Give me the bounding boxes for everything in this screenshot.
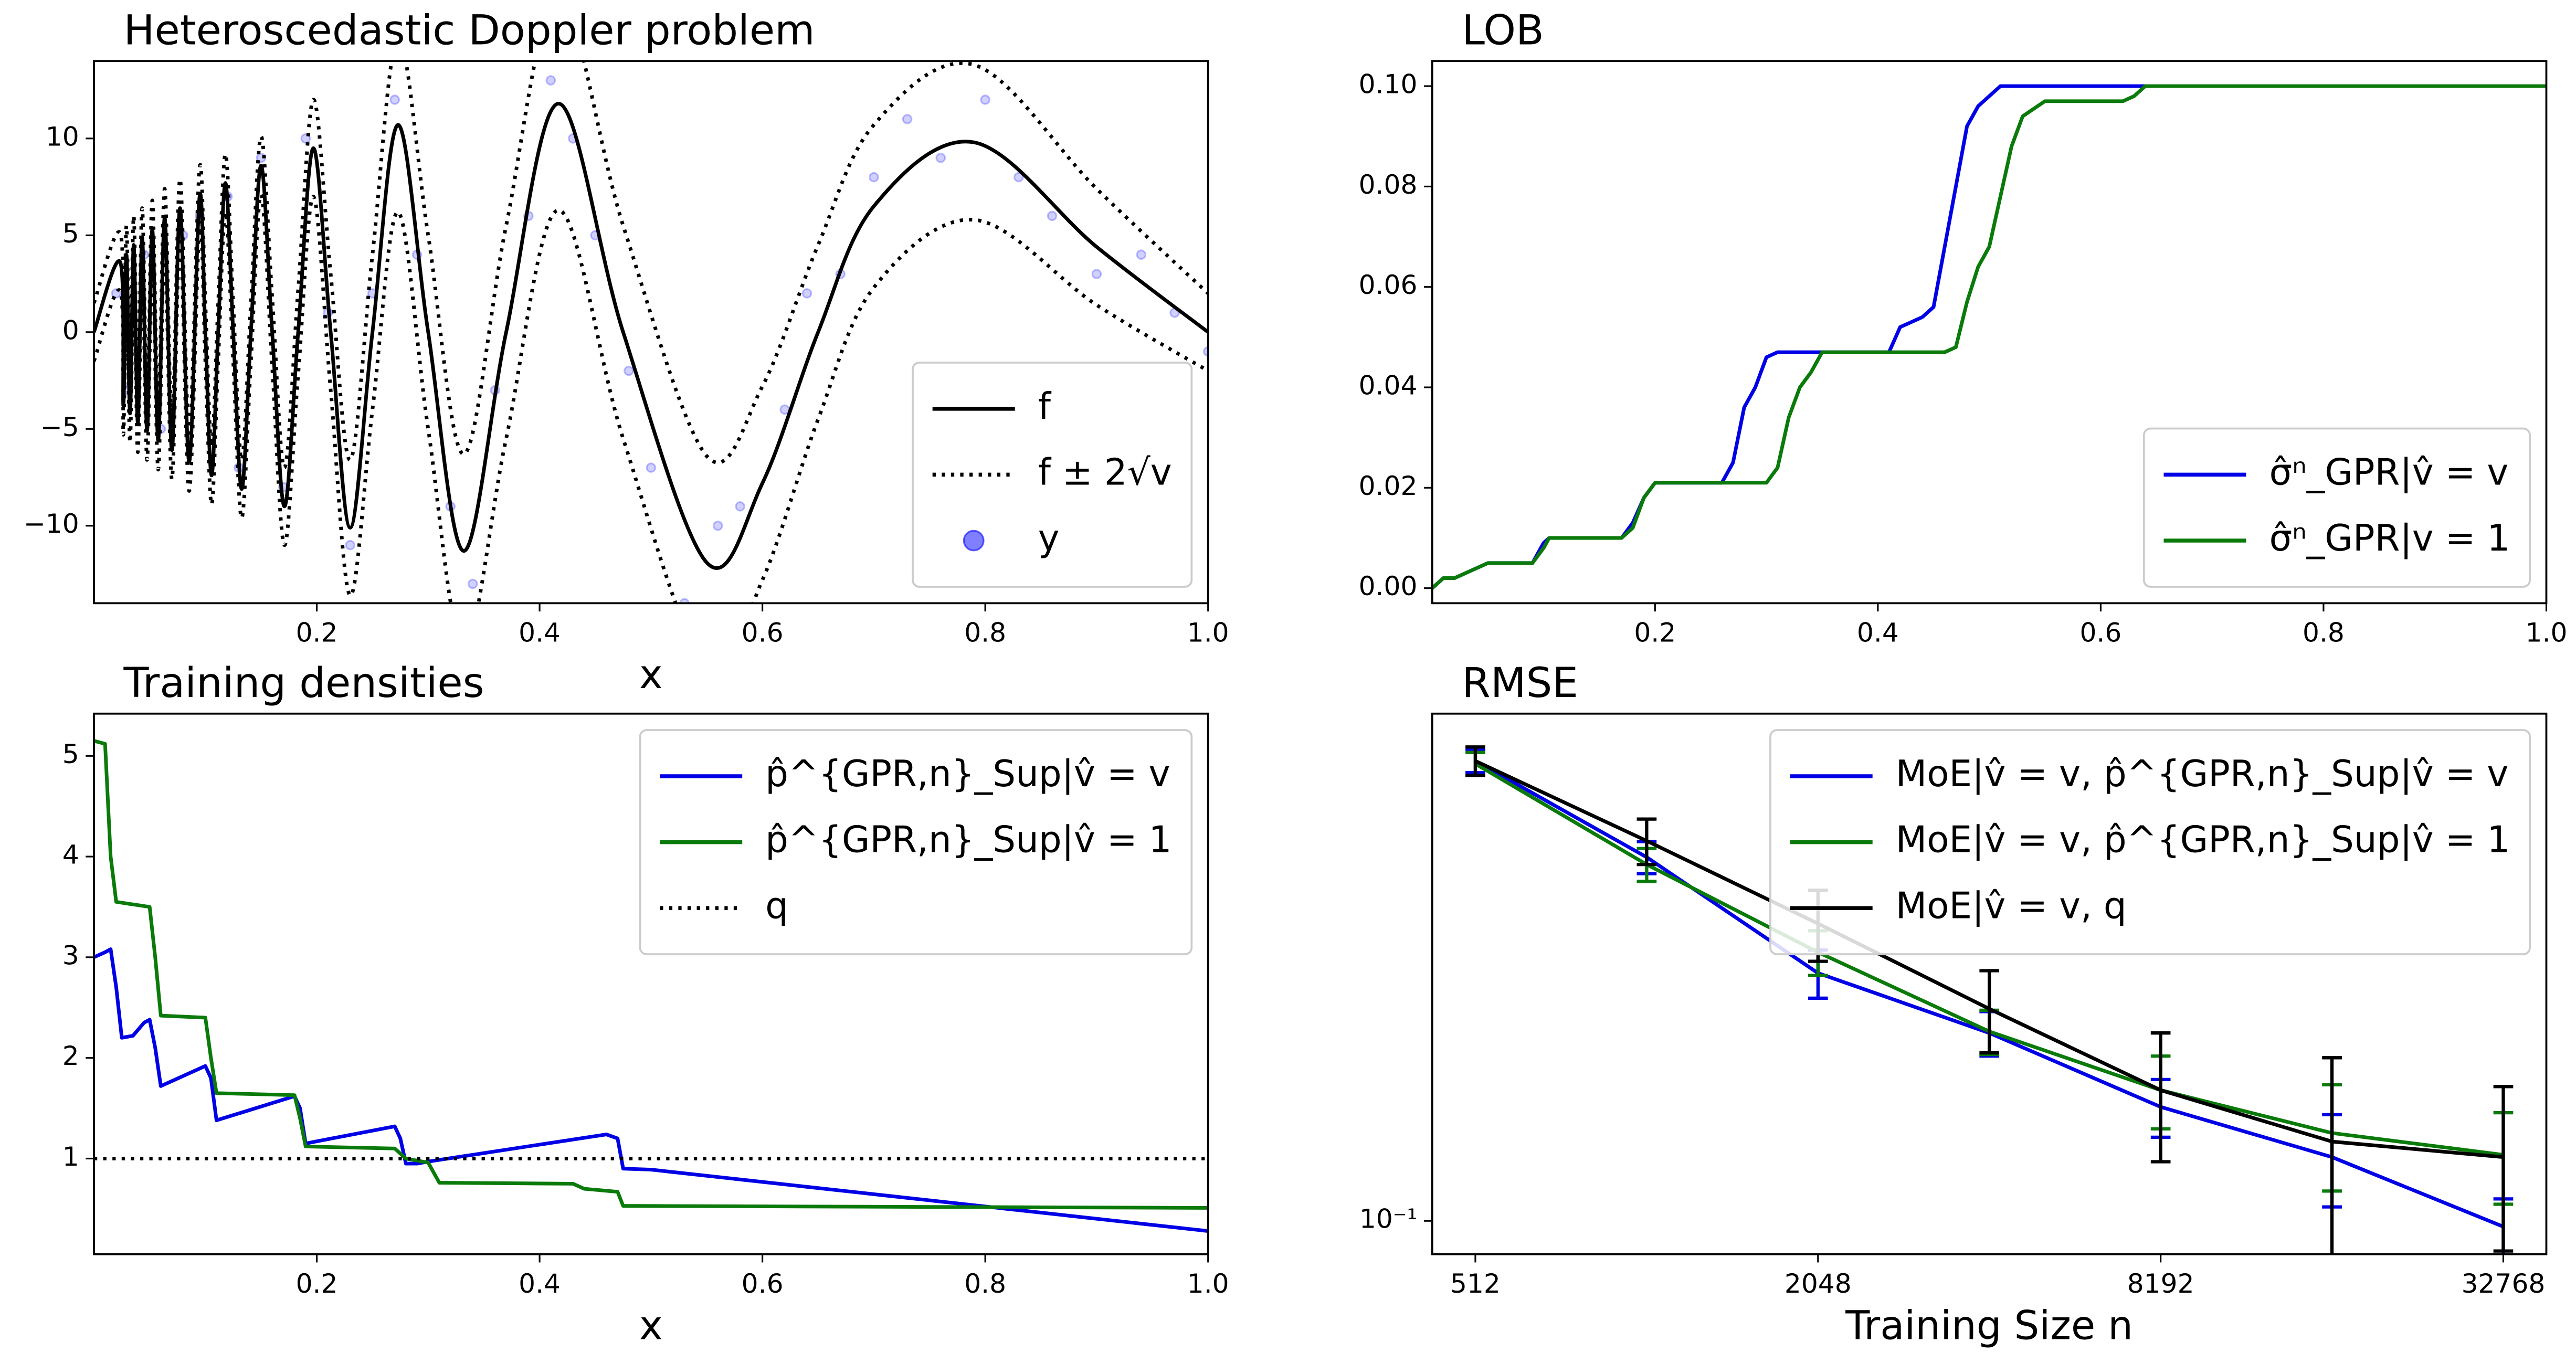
x-tick-label: 2048 — [1785, 1268, 1852, 1299]
y-tick-label: 1 — [62, 1141, 79, 1172]
x-tick-label: 8192 — [2127, 1268, 2194, 1299]
y-tick-label: 0.04 — [1359, 370, 1418, 401]
x-tick-label: 0.8 — [964, 1268, 1006, 1299]
legend-label: q — [765, 885, 788, 927]
x-tick-label: 512 — [1450, 1268, 1501, 1299]
legend-label: p̂^{GPR,n}_Sup|v̂ = 1 — [765, 819, 1171, 861]
scatter-point — [1047, 210, 1058, 221]
x-tick-label: 0.8 — [964, 617, 1006, 648]
legend-label: MoE|v̂ = v, q — [1896, 885, 2127, 927]
x-tick-label: 1.0 — [1187, 1268, 1229, 1299]
y-tick-label: 0.06 — [1359, 269, 1418, 300]
scatter-point — [1091, 269, 1102, 279]
legend-box — [2142, 427, 2531, 588]
y-tick-label: −10 — [24, 508, 79, 539]
axes-frame — [1431, 60, 2548, 605]
scatter-point — [1136, 249, 1147, 260]
scatter-point — [1013, 172, 1024, 183]
scatter-point — [935, 152, 946, 163]
x-tick-label: 0.6 — [2079, 617, 2121, 648]
chart-title: RMSE — [1462, 659, 1578, 707]
y-tick-label: 0.02 — [1359, 470, 1418, 501]
scatter-point — [646, 462, 657, 473]
series-line — [93, 947, 1208, 1233]
chart-title: LOB — [1462, 6, 1544, 54]
legend-marker — [963, 530, 985, 552]
y-tick-label: 10⁻¹ — [1359, 1203, 1418, 1234]
scatter-point — [300, 133, 311, 144]
chart-title: Training densities — [123, 659, 484, 707]
y-tick-label: 0 — [62, 314, 79, 345]
x-tick-label: 0.4 — [519, 617, 561, 648]
y-tick-label: 4 — [62, 839, 79, 870]
scatter-point — [467, 578, 478, 589]
y-tick-label: 5 — [62, 738, 79, 769]
series-line — [1432, 84, 2547, 590]
scatter-point — [801, 288, 812, 299]
scatter-point — [869, 172, 879, 183]
x-axis-label: x — [639, 1302, 663, 1348]
legend: MoE|v̂ = v, p̂^{GPR,n}_Sup|v̂ = v MoE|v̂ … — [1769, 729, 2531, 956]
x-tick-label: 0.4 — [1857, 617, 1899, 648]
legend-label: σ̂ⁿ_GPR|v = 1 — [2269, 517, 2510, 559]
scatter-point — [624, 365, 634, 376]
y-tick-label: 3 — [62, 939, 79, 970]
y-tick-label: 0.00 — [1359, 570, 1418, 601]
legend-label: MoE|v̂ = v, p̂^{GPR,n}_Sup|v̂ = v — [1896, 753, 2509, 795]
series-line — [93, 101, 1208, 570]
plot-layer — [93, 61, 1208, 604]
legend-box — [912, 362, 1193, 588]
series-line — [93, 739, 1208, 1210]
x-tick-label: 0.8 — [2303, 617, 2345, 648]
x-tick-label: 1.0 — [2526, 617, 2568, 648]
axes-frame — [93, 712, 1209, 1255]
legend-box — [1769, 729, 2531, 956]
x-tick-label: 1.0 — [1187, 617, 1229, 648]
legend-label: f ± 2√v — [1038, 451, 1172, 493]
y-tick-label: 0.10 — [1359, 69, 1418, 100]
legend-label: σ̂ⁿ_GPR|v̂ = v — [2269, 451, 2508, 493]
axes-frame — [93, 60, 1209, 605]
legend-label: y — [1038, 517, 1060, 559]
x-tick-label: 32768 — [2462, 1268, 2546, 1299]
y-tick-label: 2 — [62, 1040, 79, 1071]
x-tick-label: 0.4 — [519, 1268, 561, 1299]
scatter-point — [345, 540, 355, 551]
scatter-point — [735, 501, 745, 512]
plot-layer — [93, 739, 1208, 1233]
chart-title: Heteroscedastic Doppler problem — [124, 6, 815, 54]
scatter-point — [1202, 346, 1208, 357]
plot-layer — [1432, 84, 2547, 590]
y-tick-label: −5 — [40, 411, 79, 442]
legend-label: MoE|v̂ = v, p̂^{GPR,n}_Sup|v̂ = 1 — [1896, 819, 2510, 861]
axes-frame — [1431, 712, 2548, 1255]
scatter-point — [389, 94, 400, 105]
legend-label: f — [1038, 386, 1052, 428]
x-tick-label: 0.2 — [1634, 617, 1676, 648]
x-tick-label: 0.6 — [742, 1268, 784, 1299]
legend: f f ± 2√v y — [912, 362, 1193, 588]
scatter-point — [980, 94, 990, 105]
y-tick-label: 0.08 — [1359, 169, 1418, 200]
scatter-point — [712, 521, 723, 531]
legend-box — [639, 729, 1193, 956]
legend-label: p̂^{GPR,n}_Sup|v̂ = v — [765, 753, 1170, 795]
plot-layer — [1465, 745, 2514, 1254]
scatter-point — [545, 75, 556, 86]
scatter-point — [902, 114, 913, 124]
x-tick-label: 0.2 — [296, 617, 338, 648]
x-axis-label: Training Size n — [1845, 1302, 2133, 1348]
x-tick-label: 0.6 — [742, 617, 784, 648]
band-upper — [93, 61, 1208, 470]
y-tick-label: 10 — [46, 121, 79, 152]
x-tick-label: 0.2 — [296, 1268, 338, 1299]
legend: p̂^{GPR,n}_Sup|v̂ = v p̂^{GPR,n}_Sup|v̂ =… — [639, 729, 1193, 956]
y-tick-label: 5 — [62, 218, 79, 249]
legend: σ̂ⁿ_GPR|v̂ = v σ̂ⁿ_GPR|v = 1 — [2142, 427, 2531, 588]
x-axis-label: x — [639, 651, 663, 698]
